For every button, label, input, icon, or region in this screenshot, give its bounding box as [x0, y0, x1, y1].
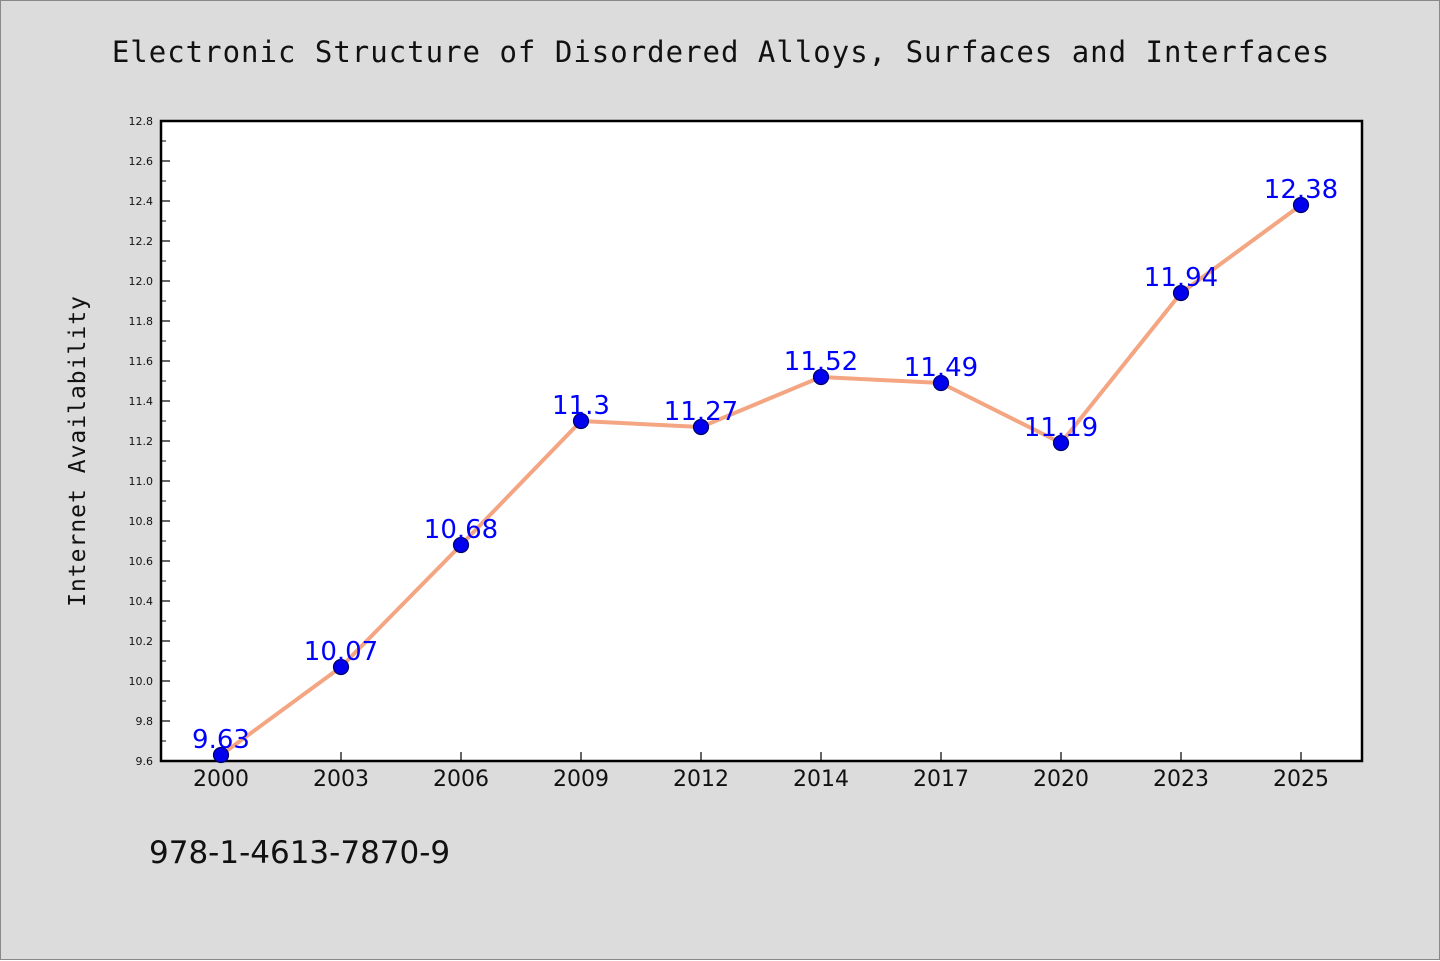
data-point-marker — [212, 746, 230, 764]
y-tick-label: 10.0 — [129, 675, 154, 688]
markers-group — [212, 196, 1310, 764]
data-point-marker — [572, 412, 590, 430]
x-tick-label: 2009 — [553, 767, 609, 792]
data-label: 11.27 — [664, 397, 738, 427]
y-tick-label: 12.6 — [129, 155, 154, 168]
y-tick-label: 11.6 — [129, 355, 154, 368]
data-label: 10.68 — [424, 515, 498, 545]
series-line-group — [219, 203, 1303, 757]
y-tick-label: 9.8 — [136, 715, 154, 728]
chart-title: Electronic Structure of Disordered Alloy… — [111, 35, 1331, 69]
data-label: 11.52 — [784, 347, 858, 377]
y-tick-label: 10.6 — [129, 555, 154, 568]
y-tick-label: 10.2 — [129, 635, 154, 648]
data-label: 11.3 — [552, 391, 610, 421]
data-point-marker — [812, 368, 830, 386]
x-tick-label: 2017 — [913, 767, 969, 792]
y-tick-label: 10.8 — [129, 515, 154, 528]
data-point-marker — [932, 374, 950, 392]
data-point-marker — [1172, 284, 1190, 302]
x-tick-label: 2012 — [673, 767, 729, 792]
y-tick-label: 11.0 — [129, 475, 154, 488]
series-line — [219, 203, 1303, 757]
y-tick-label: 12.8 — [129, 115, 154, 128]
data-point-marker — [692, 418, 710, 436]
data-label: 10.07 — [304, 637, 378, 667]
y-tick-label: 12.4 — [129, 195, 154, 208]
y-axis: 9.6 9.8 10.0 10.2 10.4 10.6 10.8 11.0 11.2 11.4 11… — [129, 115, 170, 768]
data-label: 11.19 — [1024, 413, 1098, 443]
isbn-text: 978-1-4613-7870-9 — [149, 835, 451, 871]
x-tick-label: 2014 — [793, 767, 849, 792]
data-point-marker — [1292, 196, 1310, 214]
data-label: 9.63 — [192, 725, 250, 755]
data-label: 12.38 — [1264, 175, 1338, 205]
y-tick-label: 12.0 — [129, 275, 154, 288]
y-tick-label: 12.2 — [129, 235, 154, 248]
x-axis: 2000 2003 2006 2009 2012 2014 2017 2020 2023 2025 — [193, 752, 1329, 792]
y-tick-label: 11.4 — [129, 395, 154, 408]
x-tick-label: 2023 — [1153, 767, 1209, 792]
x-tick-label: 2003 — [313, 767, 369, 792]
data-point-marker — [1052, 434, 1070, 452]
data-label: 11.94 — [1144, 263, 1218, 293]
x-tick-label: 2025 — [1273, 767, 1329, 792]
y-tick-label: 11.8 — [129, 315, 154, 328]
y-tick-label: 10.4 — [129, 595, 154, 608]
y-tick-label: 9.6 — [136, 755, 154, 768]
data-label: 11.49 — [904, 353, 978, 383]
data-labels-group: 9.63 10.07 10.68 11.3 11.27 11.52 11.49 11.19 11… — [192, 175, 1338, 755]
x-tick-label: 2000 — [193, 767, 249, 792]
x-tick-label: 2006 — [433, 767, 489, 792]
x-tick-label: 2020 — [1033, 767, 1089, 792]
data-point-marker — [332, 658, 350, 676]
plot-area — [159, 119, 1364, 763]
y-tick-label: 11.2 — [129, 435, 154, 448]
data-point-marker — [452, 536, 470, 554]
